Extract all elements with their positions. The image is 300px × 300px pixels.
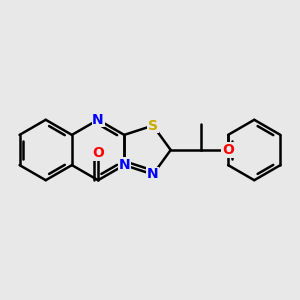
Text: N: N	[147, 167, 159, 182]
Text: O: O	[222, 143, 234, 157]
Text: N: N	[92, 113, 104, 127]
Text: S: S	[148, 118, 158, 133]
Text: O: O	[92, 146, 104, 160]
Text: N: N	[118, 158, 130, 172]
